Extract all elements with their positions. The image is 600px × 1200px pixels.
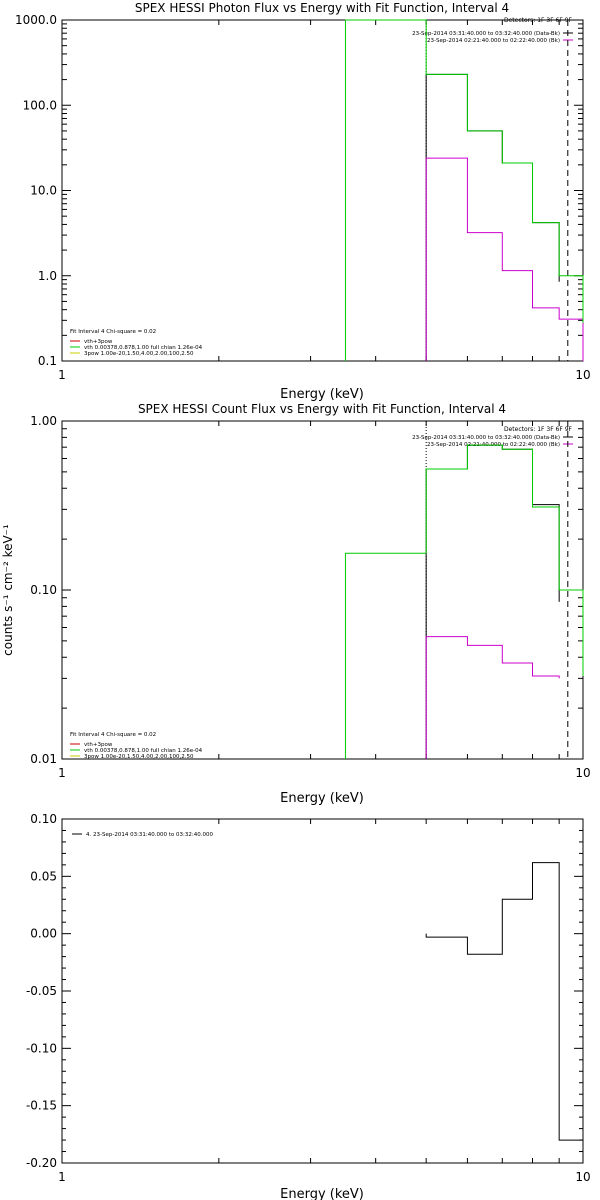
y-tick-label: -0.15 (26, 1099, 57, 1113)
legend-entry: 3pow 1.00e-20,1.50,4.00,2.00,100,2.50 (84, 754, 194, 760)
x-tick-label: 10 (575, 368, 590, 382)
series-bk (425, 636, 560, 759)
y-tick-label: 1000.0 (15, 13, 57, 27)
y-tick-label: 100.0 (23, 98, 57, 112)
header-line-text: 23-Sep-2014 03:31:40.000 to 03:32:40.000… (412, 31, 560, 37)
series-data-bk (425, 444, 560, 759)
x-tick-label: 1 (58, 1170, 66, 1184)
legend-entry: vth 0.00378,0.878,1.00 full chian 1.26e-… (84, 748, 203, 754)
legend-entry: vth 0.00378,0.878,1.00 full chian 1.26e-… (84, 345, 203, 351)
y-tick-label: 0.05 (30, 869, 57, 883)
y-tick-label: 1.00 (30, 414, 57, 428)
photon-flux-panel: SPEX HESSI Photon Flux vs Energy with Fi… (15, 1, 591, 402)
legend-entry: 3pow 1.00e-20,1.50,4.00,2.00,100,2.50 (84, 351, 194, 357)
series-bk (425, 157, 584, 361)
x-tick-label: 1 (58, 368, 66, 382)
plot-frame (61, 818, 584, 1164)
fit-label: Fit Interval 4 Chi-square = 0.02 (70, 732, 156, 738)
x-tick-label: 1 (58, 766, 66, 780)
legend-entry: 4. 23-Sep-2014 03:31:40.000 to 03:32:40.… (86, 832, 213, 838)
x-axis-label: Energy (keV) (280, 1187, 364, 1200)
y-tick-label: 0.1 (38, 354, 57, 368)
count-flux-panel: SPEX HESSI Count Flux vs Energy with Fit… (1, 402, 591, 806)
y-tick-label: 1.0 (38, 269, 57, 283)
y-axis-label: counts s⁻¹ cm⁻² keV⁻¹ (1, 524, 15, 656)
interval-legend: 4. 23-Sep-2014 03:31:40.000 to 03:32:40.… (72, 832, 213, 838)
y-tick-label: -0.10 (26, 1041, 57, 1055)
header-line-text: 23-Sep-2014 03:31:40.000 to 03:32:40.000… (412, 435, 560, 441)
series-vth (344, 444, 584, 759)
legend-entry: vth+3pow (84, 339, 113, 345)
series-data-bk (425, 73, 560, 361)
detectors-label: Detectors: 1F 3F 6F 9F (504, 426, 573, 433)
x-tick-label: 10 (575, 766, 590, 780)
y-tick-label: 0.10 (30, 812, 57, 826)
y-tick-label: -0.20 (26, 1156, 57, 1170)
plot-frame (61, 420, 584, 760)
y-tick-label: 0.01 (30, 752, 57, 766)
legend-entry: vth+3pow (84, 742, 113, 748)
x-axis-label: Energy (keV) (280, 791, 364, 806)
time-range-legend: 23-Sep-2014 03:31:40.000 to 03:32:40.000… (412, 31, 573, 44)
time-range-legend: 23-Sep-2014 03:31:40.000 to 03:32:40.000… (412, 435, 573, 448)
chart-title: SPEX HESSI Count Flux vs Energy with Fit… (138, 402, 506, 416)
chart-title: SPEX HESSI Photon Flux vs Energy with Fi… (135, 1, 509, 15)
plot-frame (61, 19, 584, 362)
header-line-text: 23-Sep-2014 02:21:40.000 to 02:22:40.000… (427, 38, 560, 44)
x-axis-label: Energy (keV) (280, 387, 364, 402)
fit-label: Fit Interval 4 Chi-square = 0.02 (70, 329, 156, 335)
series-4-23-sep-2014-03-31-40-000-to-03-32-40-000 (425, 862, 584, 1141)
y-tick-label: 0.10 (30, 583, 57, 597)
y-tick-label: 0.00 (30, 927, 57, 941)
residuals-panel: Energy (keV) 4. 23-Sep-2014 03:31:40.000… (26, 812, 591, 1200)
y-tick-label: 10.0 (30, 184, 57, 198)
series-vth (344, 19, 584, 361)
y-tick-label: -0.05 (26, 984, 57, 998)
x-tick-label: 10 (575, 1170, 590, 1184)
